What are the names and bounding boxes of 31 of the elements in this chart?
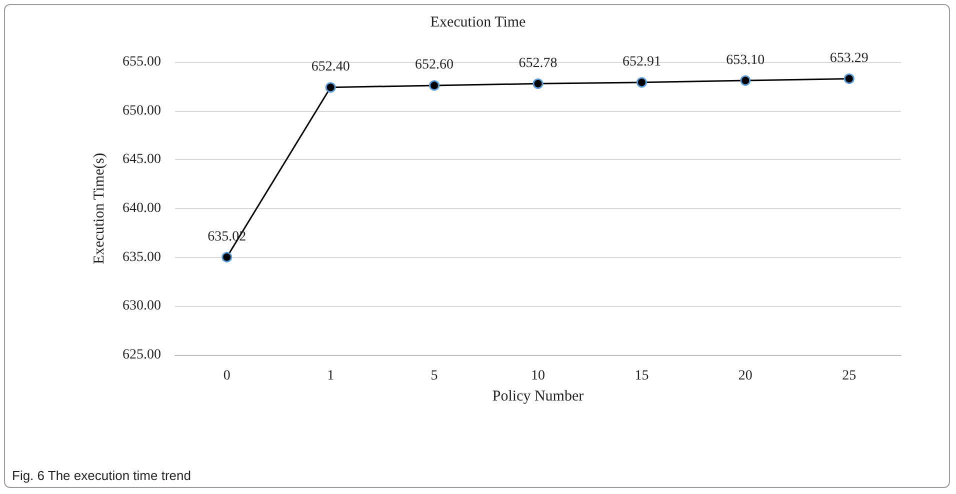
data-label: 652.78	[518, 56, 558, 71]
x-tick-label: 1	[327, 368, 334, 384]
point	[222, 252, 232, 262]
y-tick-label: 650.00	[122, 103, 161, 118]
data-label: 652.60	[415, 58, 454, 73]
y-tick-label: 640.00	[122, 201, 161, 216]
y-tick-label: 635.00	[122, 250, 161, 265]
x-tick-label: 20	[738, 368, 752, 384]
data-label: 652.40	[311, 60, 350, 75]
x-tick-label: 0	[223, 368, 230, 384]
y-tick-label: 625.00	[122, 348, 161, 362]
chart-title: Execution Time	[430, 14, 526, 30]
y-axis-title: Execution Time(s)	[92, 152, 108, 264]
y-tick-label: 630.00	[122, 298, 161, 314]
y-tick-label: 655.00	[122, 54, 161, 70]
point	[325, 82, 336, 93]
y-tick-label: 645.00	[122, 152, 161, 168]
data-label: 652.91	[622, 54, 661, 70]
x-tick-label: 5	[430, 368, 438, 384]
data-label: 653.10	[726, 52, 765, 68]
x-axis-title: Policy Number	[492, 388, 584, 404]
x-tick-label: 25	[842, 368, 856, 384]
point	[844, 73, 854, 84]
data-label: 653.29	[830, 50, 868, 66]
point	[636, 77, 647, 88]
x-tick-label: 15	[634, 368, 649, 384]
point	[532, 78, 544, 89]
x-tick-label: 10	[531, 368, 545, 384]
point	[429, 80, 440, 91]
point	[740, 75, 751, 86]
caption: Fig. 6 The execution time trend	[12, 468, 191, 483]
